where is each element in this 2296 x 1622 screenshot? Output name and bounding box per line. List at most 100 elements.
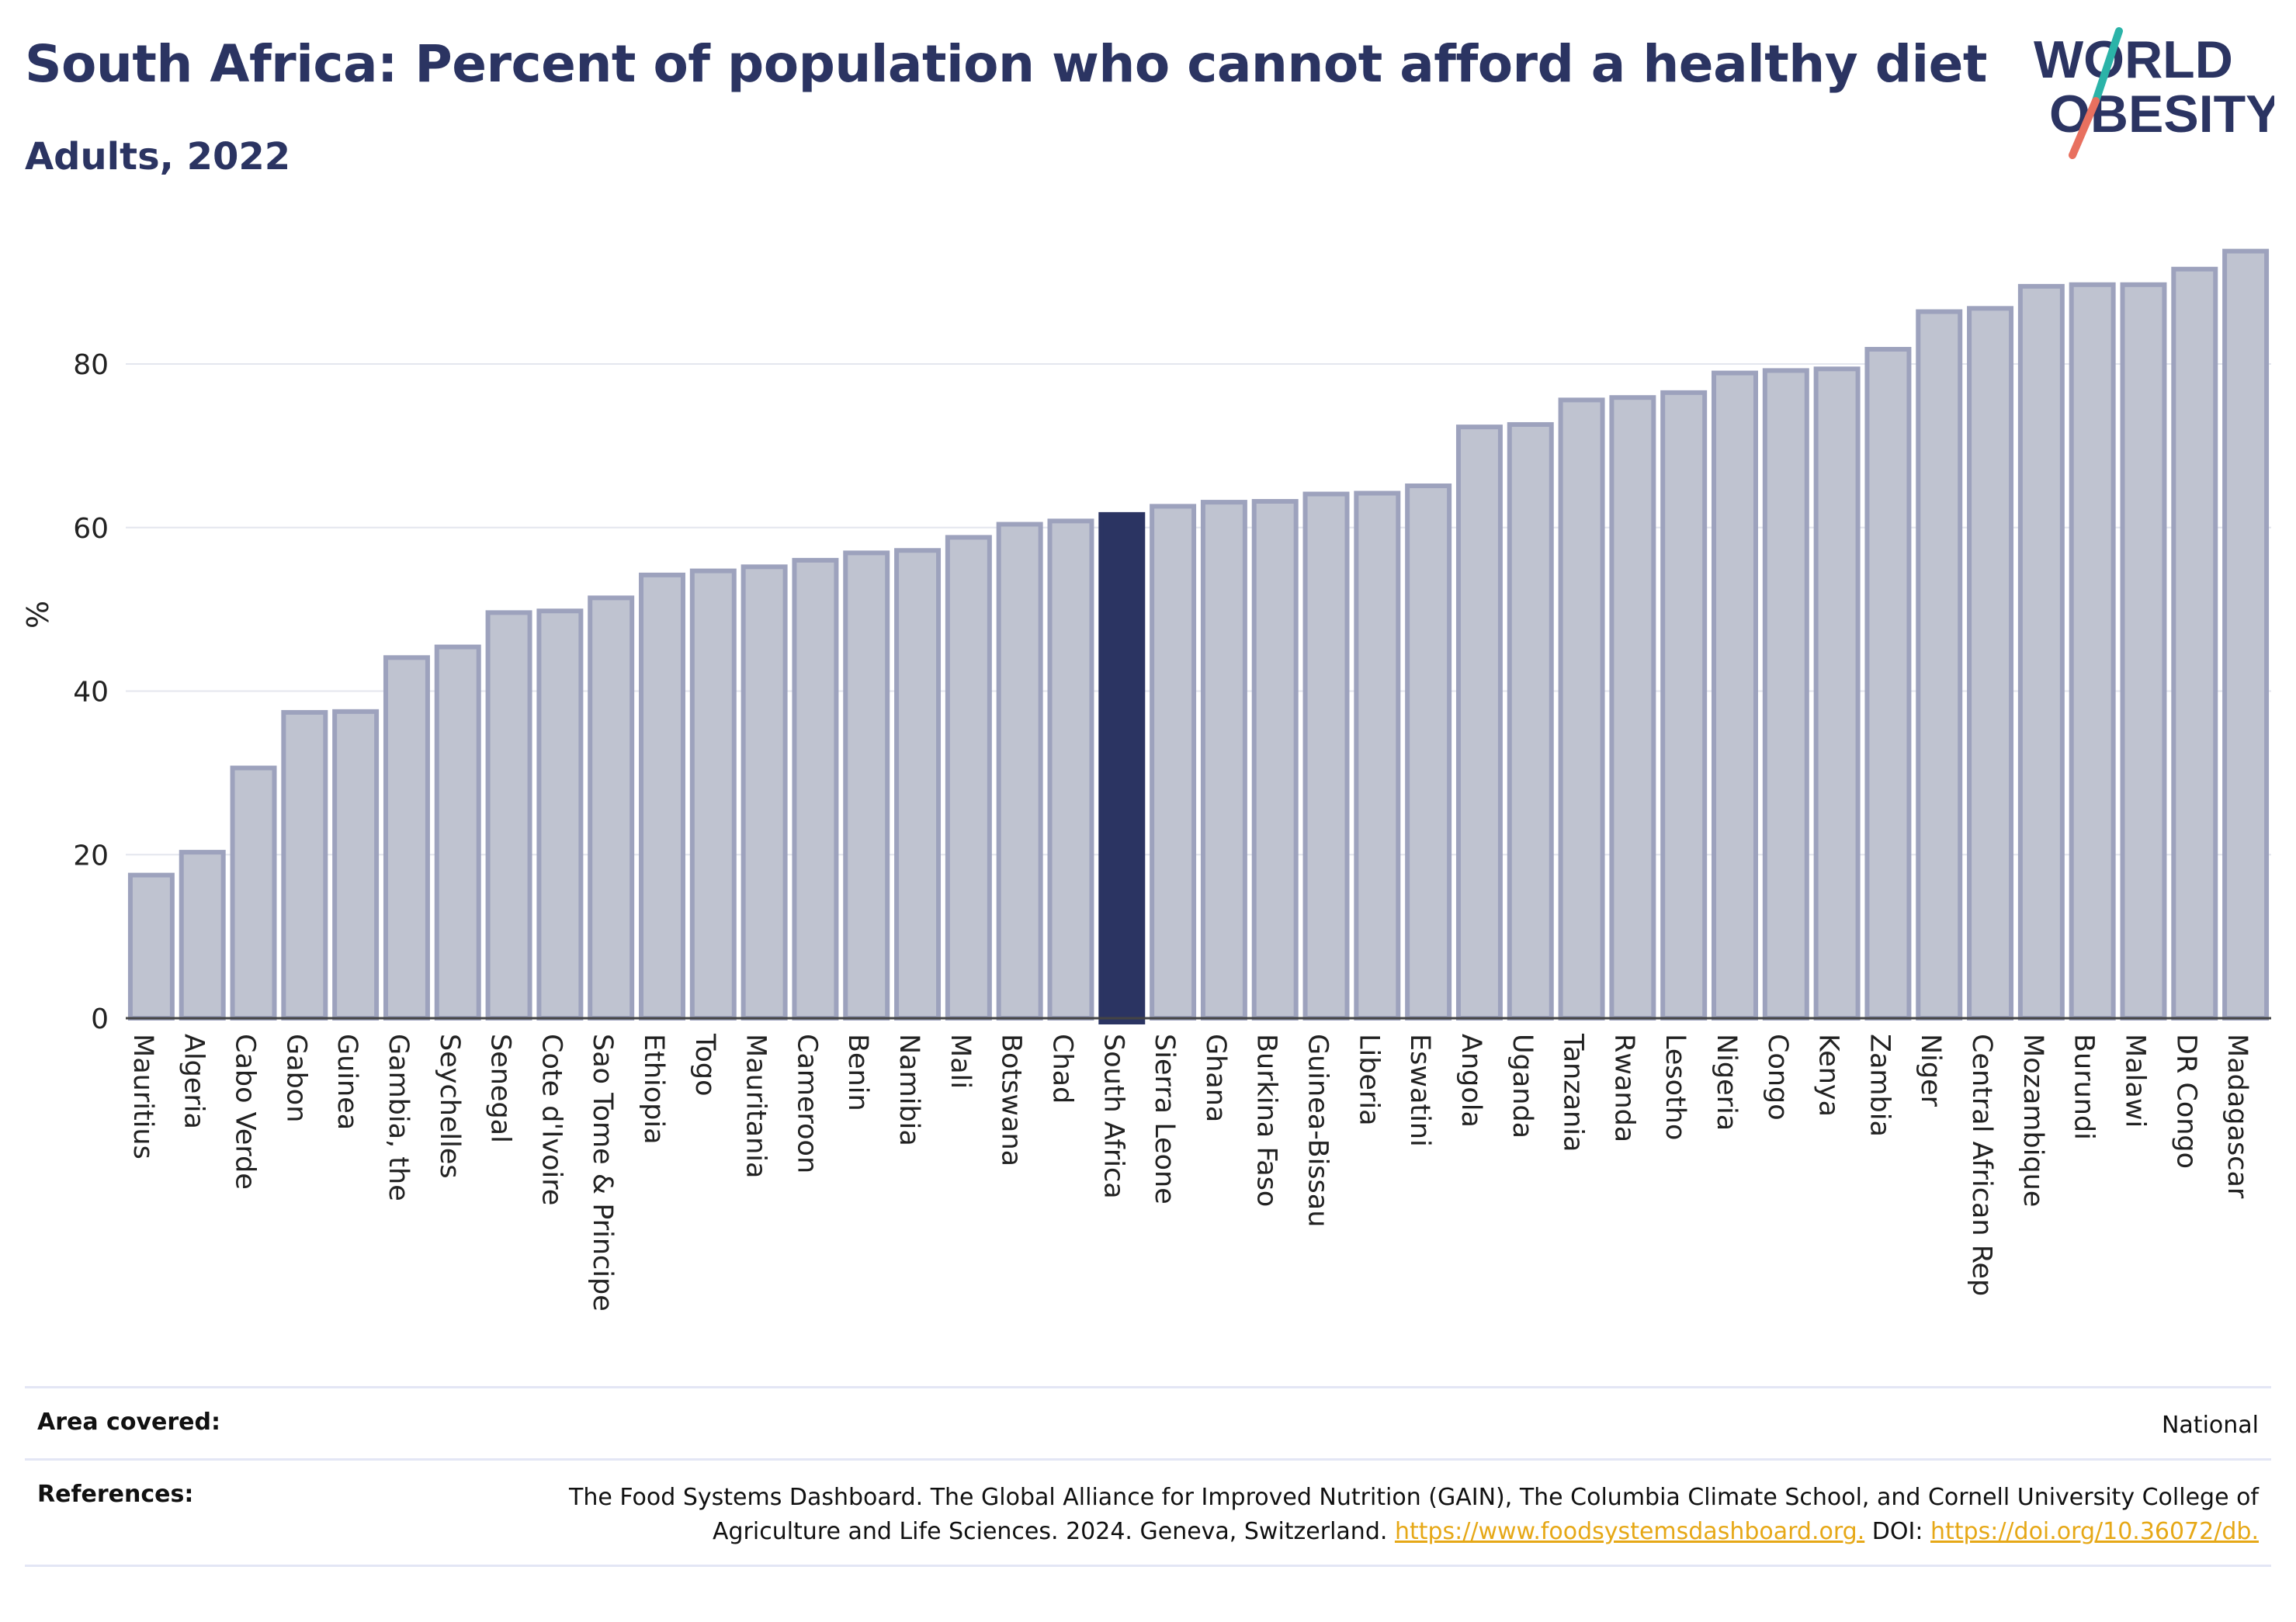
grid-lines [126,363,2271,856]
y-tick-label: 80 [73,349,109,381]
bar-malawi [2120,282,2167,1021]
bar-cote-d-ivoire [536,608,584,1021]
bar-lesotho [1660,390,1708,1021]
bar-togo [689,568,737,1021]
bar-burkina-faso [1251,499,1299,1021]
bar-kenya [1813,366,1861,1021]
bar-cabo-verde [230,765,277,1021]
x-tick-label: Liberia [1353,1034,1384,1126]
references-body: The Food Systems Dashboard. The Global A… [569,1484,2259,1545]
x-tick-label: Cameroon [791,1034,822,1173]
bar-tanzania [1558,397,1605,1021]
x-tick-label: Gambia, the [383,1034,414,1201]
bar-mauritius [127,872,175,1021]
dashboard-link[interactable]: https://www.foodsystemsdashboard.org. [1394,1518,1865,1545]
logo-slash-teal [2092,27,2123,105]
bar-mozambique [2017,283,2065,1021]
bar-senegal [485,610,532,1021]
bar-benin [843,550,890,1021]
bar-dr-congo [2171,266,2218,1021]
x-tick-label: Cabo Verde [230,1034,261,1190]
area-covered-label: Area covered: [37,1409,220,1436]
bar-gabon [281,709,328,1021]
doi-link[interactable]: https://doi.org/10.36072/db. [1930,1518,2259,1545]
bar-guinea-bissau [1302,491,1350,1021]
x-tick-label: DR Congo [2170,1034,2201,1169]
bar-madagascar [2222,248,2270,1021]
x-tick-label: Botswana [996,1034,1027,1166]
bar-namibia [894,548,942,1021]
references-row: References: The Food Systems Dashboard. … [25,1458,2271,1567]
bar-botswana [996,522,1043,1021]
x-tick-label: Togo [689,1033,720,1096]
bar-liberia [1354,490,1401,1021]
y-tick-label: 40 [73,677,109,709]
x-tick-label: Gabon [280,1034,311,1122]
x-tick-label: Uganda [1507,1034,1538,1139]
x-tick-label: Ghana [1200,1034,1231,1122]
x-tick-label: Seychelles [434,1034,465,1179]
bar-burundi [2069,282,2116,1021]
logo-text-world: WORLD [2034,30,2233,89]
x-tick-label: Namibia [893,1034,924,1146]
x-tick-label: Angola [1455,1034,1486,1128]
bar-central-african-rep [1967,306,2014,1021]
bar-eswatini [1405,483,1452,1021]
bar-guinea [332,709,380,1021]
y-axis-ticks: 0 20 40 60 80 [73,349,109,1035]
x-tick-label: Eswatini [1404,1034,1435,1147]
bar-chad [1047,518,1094,1021]
x-tick-label: Madagascar [2221,1034,2253,1199]
area-covered-row: Area covered: National [25,1386,2271,1458]
bar-algeria [179,850,226,1021]
world-obesity-logo: WORLD OBESITY [2034,27,2274,159]
x-tick-label: Ethiopia [638,1034,669,1145]
x-tick-label: Chad [1046,1034,1077,1104]
bar-ghana [1200,500,1247,1021]
chart-title: South Africa: Percent of population who … [25,34,1987,94]
x-tick-label: Algeria [179,1034,210,1129]
references-text: The Food Systems Dashboard. The Global A… [551,1481,2259,1549]
bar-sierra-leone [1150,504,1197,1021]
x-tick-label: Burundi [2069,1034,2100,1140]
bar-south-africa [1098,511,1146,1024]
x-tick-label: Central African Rep [1966,1034,1997,1296]
bar-gambia-the [383,655,430,1021]
x-tick-label: Sao Tome & Principe [587,1034,618,1312]
bar-niger [1916,309,1963,1021]
x-tick-label: Guinea [331,1034,362,1130]
x-axis-labels: Mauritius Algeria Cabo Verde Gabon Guinea Gam… [127,1033,2253,1312]
y-tick-label: 0 [91,1003,109,1035]
x-tick-label: Sierra Leone [1149,1034,1180,1204]
x-tick-label: Rwanda [1608,1034,1639,1142]
bar-zambia [1864,347,1912,1021]
bars [127,248,2270,1024]
x-tick-label: Burkina Faso [1251,1034,1282,1207]
x-tick-label: Guinea-Bissau [1302,1034,1334,1227]
bar-chart: 0 20 40 60 80 Mauritius Algeria Cabo Verde Gabo… [21,248,2271,1312]
bar-angola [1455,425,1503,1021]
y-axis-title: % [21,601,55,629]
x-tick-label: Malawi [2119,1034,2150,1128]
x-tick-label: Mauritania [740,1034,772,1178]
bar-ethiopia [639,572,685,1021]
bar-seychelles [434,644,481,1021]
x-tick-label: Mali [945,1034,976,1089]
x-tick-label: Senegal [485,1034,516,1143]
x-tick-label: Benin [842,1034,873,1111]
bar-mali [945,535,992,1021]
x-tick-label: Zambia [1864,1034,1895,1137]
doi-label: DOI: [1864,1518,1930,1545]
bar-mauritania [740,564,788,1021]
x-tick-label: Tanzania [1558,1033,1589,1152]
x-tick-label: South Africa [1098,1034,1129,1199]
x-tick-label: Kenya [1813,1034,1844,1117]
x-tick-label: Mauritius [127,1034,158,1159]
logo-slash-coral [2069,97,2100,159]
x-tick-label: Cote d'Ivoire [536,1034,567,1205]
bar-sao-tome-principe [588,595,635,1021]
bar-rwanda [1609,395,1656,1021]
bar-nigeria [1712,370,1758,1021]
bar-cameroon [792,557,839,1021]
y-tick-label: 60 [73,513,109,545]
